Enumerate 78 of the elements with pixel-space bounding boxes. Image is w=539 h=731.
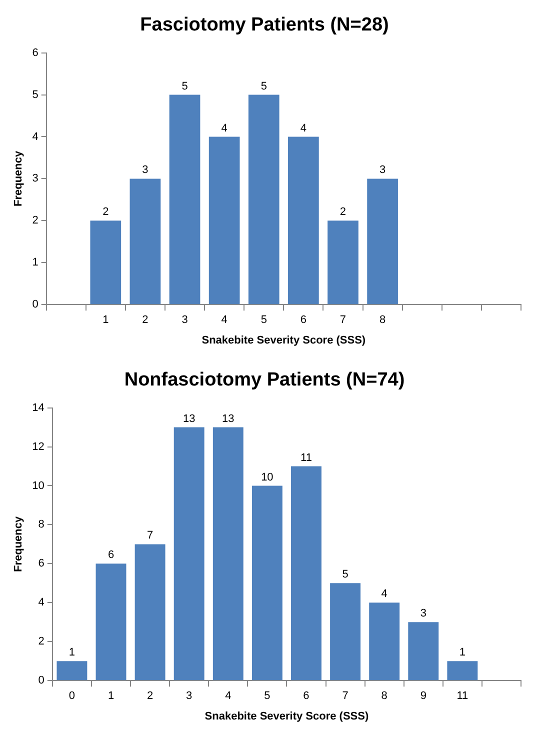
x-tick-label: 4 [225,690,232,702]
x-tick-label: 2 [146,690,154,702]
y-tick-label: 0 [38,674,44,687]
bar [367,178,398,304]
x-tick-label: 1 [108,690,114,702]
y-tick-label: 14 [32,402,44,414]
data-label: 4 [300,122,306,134]
y-axis-title: Frequency [12,150,25,207]
bar [369,602,400,680]
data-label: 3 [420,608,426,620]
y-tick-label: 6 [38,558,44,570]
data-label: 1 [68,646,76,659]
x-tick-label: 6 [300,314,306,326]
y-tick-label: 1 [32,256,38,269]
x-tick-label: 11 [456,690,468,702]
bar [330,583,361,680]
bar [252,486,282,680]
data-label: 2 [340,206,346,218]
data-label: 13 [182,412,196,425]
x-tick-label: 5 [264,690,270,702]
data-label: 13 [222,412,234,425]
x-tick-label: 2 [142,314,148,326]
bar [328,220,358,304]
bar [408,622,439,680]
chart-title: Nonfasciotomy Patients (N=74) [124,370,405,391]
data-label: 1 [459,646,466,659]
bar [96,564,126,680]
x-tick-label: 3 [186,690,192,702]
bar [130,178,161,304]
data-label: 10 [261,471,274,484]
y-tick-label: 6 [32,46,38,59]
x-tick-label: 1 [102,314,109,326]
x-tick-label: 8 [381,690,388,702]
x-axis-title: Snakebite Severity Score (SSS) [202,334,366,346]
bar [208,136,240,304]
data-label: 6 [108,549,114,562]
x-tick-label: 3 [182,314,188,326]
data-label: 2 [102,206,109,218]
y-axis-title: Frequency [12,516,25,572]
data-label: 4 [221,122,228,134]
x-tick-label: 4 [221,314,228,326]
bar [212,427,244,680]
bar [447,661,478,680]
y-tick-label: 5 [32,88,38,101]
y-tick-label: 8 [38,518,44,531]
bar [288,136,319,304]
bar [56,661,88,680]
data-label: 3 [142,164,148,176]
data-label: 5 [342,568,348,581]
data-label: 5 [182,80,188,92]
y-tick-label: 2 [32,214,38,227]
chart-title: Fasciotomy Patients (N=28) [140,14,389,36]
data-label: 3 [379,164,386,176]
y-tick-label: 4 [32,130,38,143]
x-tick-label: 7 [342,690,348,702]
bar [169,94,200,304]
y-tick-label: 0 [32,298,38,311]
bar [174,427,204,680]
data-label: 11 [300,452,312,464]
y-tick-label: 12 [32,440,44,453]
y-tick-label: 10 [32,480,44,492]
y-tick-label: 2 [38,636,44,648]
data-label: 5 [260,80,267,92]
x-tick-label: 7 [340,314,346,326]
y-tick-label: 3 [32,172,38,185]
x-tick-label: 0 [68,690,76,702]
data-label: 7 [146,530,154,542]
x-tick-label: 9 [420,690,426,702]
bar [291,466,322,680]
x-axis-title: Snakebite Severity Score (SSS) [204,710,369,722]
x-tick-label: 8 [379,314,386,326]
x-tick-label: 5 [260,314,267,326]
bar [90,220,122,304]
data-label: 4 [381,588,388,600]
x-tick-label: 6 [303,690,310,702]
y-tick-label: 4 [38,596,44,609]
bar [134,544,166,680]
bar [248,94,280,304]
